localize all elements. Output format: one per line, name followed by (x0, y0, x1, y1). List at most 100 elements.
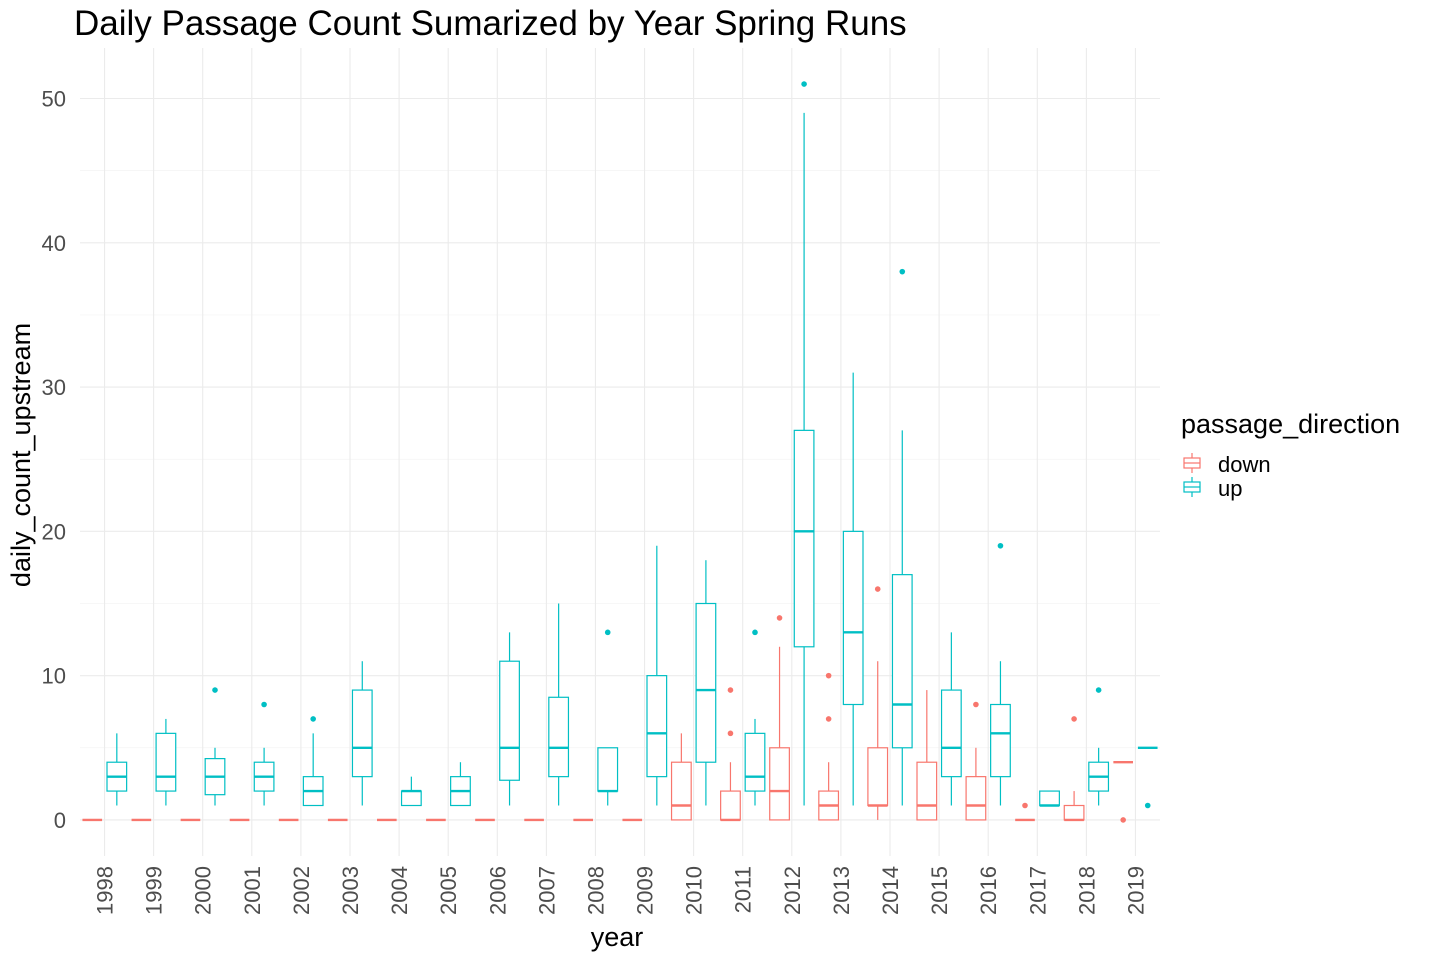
x-tick-label: 2004 (387, 866, 412, 915)
box-iqr (400, 790, 422, 807)
outlier-point (604, 629, 611, 636)
box-iqr (842, 530, 864, 706)
box-iqr (646, 675, 668, 778)
y-tick-label: 20 (42, 519, 66, 544)
box-down-2018 (1063, 716, 1085, 822)
box-up-2010 (695, 560, 717, 806)
y-tick-label: 30 (42, 375, 66, 400)
box-iqr (916, 761, 938, 821)
y-tick-label: 50 (42, 87, 66, 112)
box-up-2016 (990, 542, 1011, 806)
x-tick-label: 2015 (927, 866, 952, 915)
box-up-1999 (155, 718, 177, 806)
box-down-2011 (720, 687, 741, 822)
x-tick-label: 2002 (289, 866, 314, 915)
box-up-2003 (351, 661, 373, 806)
box-down-2012 (769, 615, 790, 821)
box-up-2000 (204, 687, 226, 806)
box-up-1998 (106, 733, 128, 806)
outlier-point (825, 672, 832, 679)
x-tick-label: 2005 (436, 866, 461, 915)
x-tick-label: 2006 (485, 866, 510, 915)
outlier-point (825, 716, 832, 722)
x-tick-label: 2000 (191, 866, 216, 915)
box-up-2009 (646, 545, 668, 806)
outlier-point (1071, 716, 1077, 722)
x-tick-label: 1998 (93, 866, 118, 915)
box-down-2015 (916, 690, 938, 821)
box-iqr (695, 602, 717, 763)
box-up-2007 (548, 603, 570, 806)
x-tick-label: 2018 (1074, 866, 1099, 915)
legend-item-up: up (1183, 476, 1242, 501)
box-up-2002 (302, 716, 324, 807)
x-tick-label: 1999 (142, 866, 167, 915)
box-iqr (670, 761, 692, 821)
box-up-2012 (793, 81, 815, 806)
x-tick-label: 2016 (976, 866, 1001, 915)
box-down-2016 (965, 701, 987, 821)
box-iqr (720, 790, 741, 821)
box-down-2010 (670, 733, 692, 821)
box-up-2006 (499, 632, 520, 806)
outlier-point (727, 730, 734, 737)
box-iqr (155, 732, 177, 792)
x-tick-label: 2013 (829, 866, 854, 915)
box-up-2014 (891, 268, 913, 806)
box-up-2008 (597, 629, 619, 806)
x-tick-label: 2014 (878, 866, 903, 915)
box-iqr (1039, 790, 1060, 807)
x-axis-title: year (591, 922, 644, 952)
x-tick-label: 2008 (583, 866, 608, 915)
box-down-2017 (1015, 802, 1035, 822)
outlier-point (973, 701, 979, 708)
box-iqr (769, 747, 790, 821)
x-tick-label: 2010 (682, 866, 707, 915)
box-up-2004 (400, 776, 422, 807)
box-iqr (548, 696, 570, 778)
x-tick-label: 2001 (240, 866, 265, 915)
x-tick-label: 2007 (534, 866, 559, 915)
y-axis-title: daily_count_upstream (6, 323, 36, 587)
box-down-2013 (818, 672, 840, 821)
box-iqr (891, 574, 913, 749)
x-tick-label: 2003 (338, 866, 363, 915)
outlier-point (212, 687, 218, 693)
x-tick-label: 2017 (1025, 866, 1050, 915)
outlier-point (261, 701, 267, 708)
outlier-point (1144, 802, 1151, 809)
x-tick-label: 2009 (633, 866, 658, 915)
box-iqr (597, 747, 619, 792)
outlier-point (727, 687, 734, 693)
legend-label: down (1218, 452, 1271, 477)
x-tick-label: 2012 (780, 866, 805, 915)
box-iqr (940, 689, 962, 778)
box-iqr (867, 747, 889, 807)
box-iqr (990, 703, 1011, 778)
box-up-2013 (842, 372, 864, 806)
axis-layer: 0 10 20 30 40 50 1998 1999 2000 2001 2002 2003 2004 2… (42, 87, 1149, 915)
outlier-point (899, 268, 906, 275)
box-down-2019 (1113, 761, 1133, 823)
outlier-point (1095, 687, 1102, 693)
outlier-point (1022, 802, 1028, 809)
legend-item-down: down (1183, 452, 1271, 477)
box-up-2017 (1039, 790, 1060, 807)
box-iqr (793, 429, 815, 648)
box-down-2014 (867, 586, 889, 820)
box-up-2001 (253, 701, 275, 806)
outlier-point (801, 81, 807, 87)
x-tick-label: 2011 (731, 866, 756, 913)
outlier-point (997, 542, 1004, 549)
y-tick-label: 40 (42, 231, 66, 256)
y-tick-label: 10 (42, 664, 66, 689)
x-tick-label: 2019 (1123, 866, 1148, 915)
outlier-point (776, 615, 783, 621)
box-iqr (965, 776, 987, 821)
box-iqr (499, 660, 520, 781)
chart-title: Daily Passage Count Sumarized by Year Sp… (74, 4, 907, 43)
